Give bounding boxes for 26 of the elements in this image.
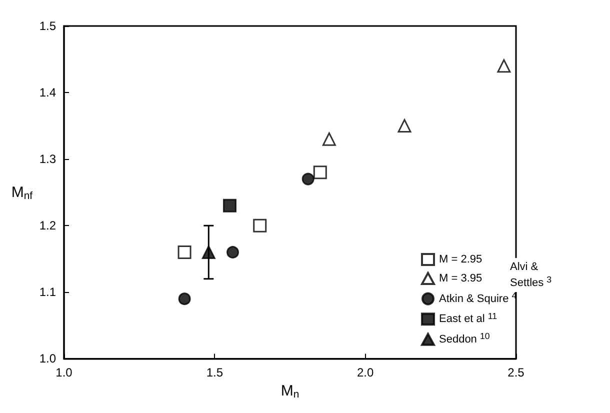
- x-tick-label: 2.5: [508, 366, 525, 380]
- point: [302, 172, 314, 186]
- y-tick-label: 1.0: [39, 352, 56, 366]
- point: [313, 166, 327, 180]
- legend-label: M = 3.95: [439, 272, 482, 284]
- y-tick-label: 1.2: [39, 218, 56, 233]
- y-tick-label: 1.5: [39, 19, 56, 33]
- point: [497, 59, 511, 73]
- point: [178, 245, 192, 259]
- point: [253, 218, 267, 232]
- y-tick-label: 1.4: [39, 86, 56, 100]
- legend-label: M = 2.95: [439, 254, 482, 266]
- y-tick-label: 1.1: [39, 285, 56, 300]
- point: [322, 132, 336, 146]
- x-tick-label: 2.0: [356, 366, 374, 380]
- x-tick-label: 1.5: [206, 366, 224, 380]
- point: [226, 246, 239, 258]
- point: [178, 292, 191, 306]
- legend-label: Seddon 10: [439, 331, 490, 346]
- y-tick-label: 1.3: [39, 152, 56, 166]
- point: [202, 245, 216, 259]
- x-tick-label: 1.0: [56, 366, 73, 380]
- legend-label: East et al 11: [439, 310, 498, 326]
- point: [222, 198, 236, 212]
- point: [398, 119, 412, 133]
- annotation: Alvi & Settles 3: [510, 261, 552, 289]
